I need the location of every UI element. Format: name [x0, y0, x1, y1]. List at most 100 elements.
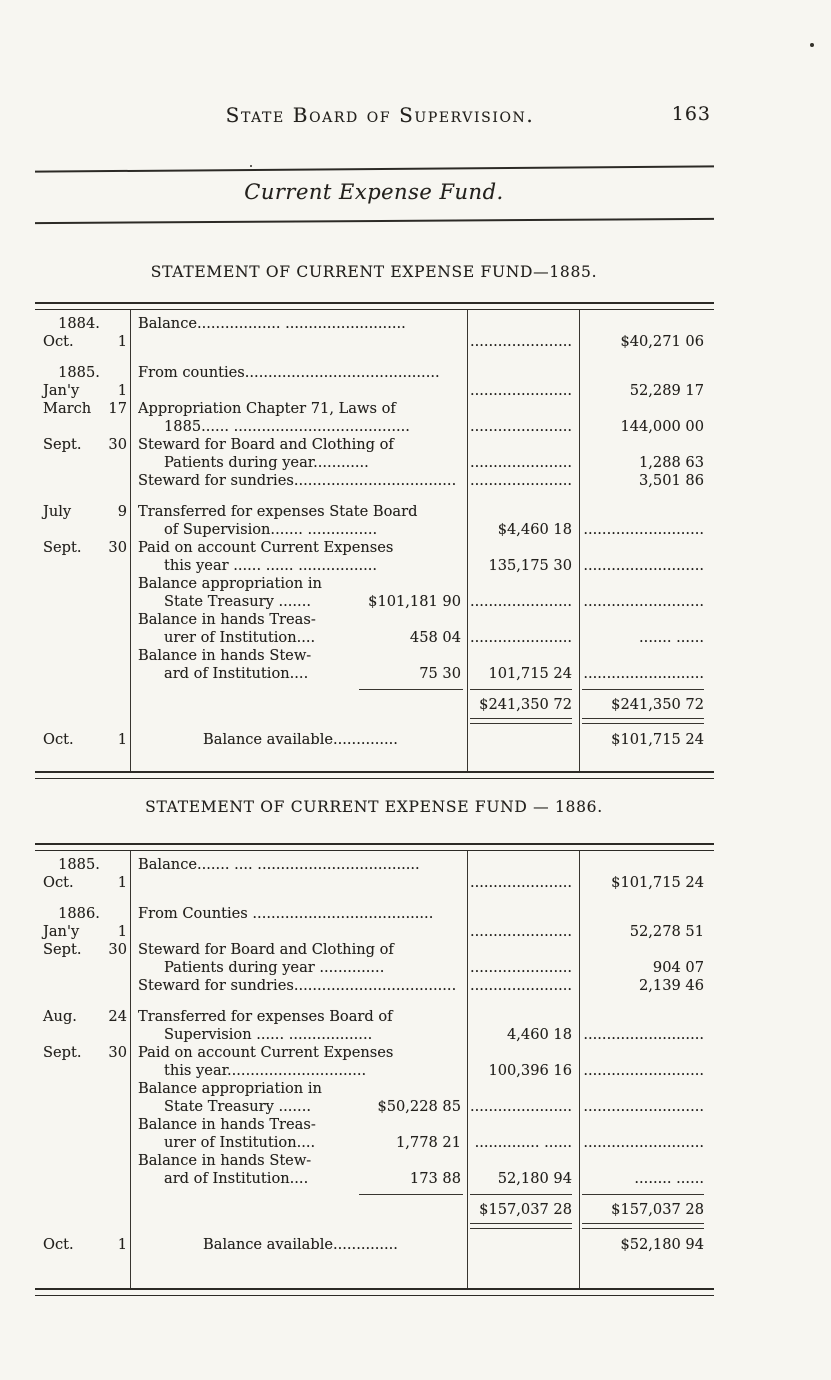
amount-col1: ...................... [468, 1080, 580, 1116]
entry-description-cont: of Supervision....... ............... [164, 521, 378, 538]
amount-col2: .......................... [583, 1134, 704, 1151]
section-title: Current Expense Fund. [244, 180, 504, 204]
amount-col1: 100,396 16 [468, 1044, 580, 1080]
entry-description-cont: urer of Institution.... [164, 1134, 316, 1151]
amount-col1: 101,715 24 [468, 647, 580, 683]
entry-description: Paid on account Current Expenses [138, 539, 394, 556]
entry-year: 1884. [58, 315, 100, 332]
entry-description-cont: 1885...... .............................… [164, 418, 410, 435]
entry-description: Steward for sundries....................… [138, 977, 457, 994]
entry-description-cont: ard of Institution.... [164, 1170, 309, 1187]
inline-amount: 173 88 [409, 1170, 461, 1187]
entry-month: Sept. [43, 539, 82, 556]
entry-month: July [43, 503, 72, 520]
inline-amount: 1,778 21 [396, 1134, 461, 1151]
entry-day: 24 [108, 1008, 127, 1025]
amount-col2: 2,139 46 [639, 977, 704, 994]
double-line-row [35, 1221, 714, 1232]
amount-col1: ...................... [468, 364, 580, 400]
entry-description: Balance.................. ..............… [138, 315, 406, 332]
sum-line [359, 1194, 463, 1195]
entry-month: Oct. [43, 874, 74, 891]
table-bottom-rule [35, 771, 714, 779]
amount-col1: ...................... [468, 941, 580, 977]
entry-month: Oct. [43, 333, 74, 350]
entry-year: 1885. [58, 364, 100, 381]
balance-available-row: Oct. 1 Balance available.............. $… [35, 727, 714, 771]
ink-speck [250, 165, 252, 167]
amount-col2: $40,271 06 [620, 333, 704, 350]
amount-col2: 144,000 00 [620, 418, 704, 435]
row-gap [35, 351, 714, 364]
amount-col1: 135,175 30 [468, 539, 580, 575]
sum-line [582, 1194, 704, 1195]
amount-col1: 52,180 94 [468, 1152, 580, 1188]
ledger-row: Sept. 30 Paid on account Current Expense… [35, 539, 714, 575]
entry-description: Balance in hands Stew- [138, 1152, 312, 1169]
amount-col1: ...................... [468, 905, 580, 941]
entry-description-cont: Patients during year............ [164, 454, 369, 471]
sum-line [359, 689, 463, 690]
inline-amount: $50,228 85 [377, 1098, 461, 1115]
amount-col2: .......................... [583, 521, 704, 538]
entry-month: Jan'y [43, 382, 80, 399]
entry-description: From counties...........................… [138, 364, 440, 381]
ledger-row: 1884. Oct. 1 Balance.................. .… [35, 310, 714, 351]
entry-day: 1 [117, 874, 127, 891]
total-col1: $241,350 72 [468, 692, 580, 716]
double-line-row [35, 716, 714, 727]
ledger-row: Balance appropriation in State Treasury … [35, 575, 714, 611]
amount-col2: .......................... [583, 1062, 704, 1079]
ledger-row: Sept. 30 Steward for Board and Clothing … [35, 941, 714, 977]
row-gap [35, 892, 714, 905]
entry-description-cont: State Treasury ....... [164, 1098, 311, 1115]
page-title: State Board of Supervision. [225, 103, 535, 127]
amount-col2: ....... ...... [639, 629, 704, 646]
double-rule [470, 718, 572, 724]
entry-month: Sept. [43, 1044, 82, 1061]
entry-description: Balance in hands Stew- [138, 647, 312, 664]
ledger-row: Balance in hands Treas- urer of Institut… [35, 611, 714, 647]
page-number: 163 [671, 103, 711, 125]
entry-description: Steward for sundries....................… [138, 472, 457, 489]
entry-month: Sept. [43, 436, 82, 453]
total-col2: $241,350 72 [611, 696, 704, 713]
amount-col2: .......................... [583, 1026, 704, 1043]
ledger-row: Aug. 24 Transferred for expenses Board o… [35, 1008, 714, 1044]
balance-available-amount: $101,715 24 [611, 731, 704, 748]
ledger-row: Balance in hands Stew- ard of Institutio… [35, 1152, 714, 1188]
entry-day: 30 [108, 539, 127, 556]
entry-description: Transferred for expenses Board of [138, 1008, 393, 1025]
ledger-row: July 9 Transferred for expenses State Bo… [35, 503, 714, 539]
entry-description: Steward for Board and Clothing of [138, 941, 394, 958]
entry-description: Balance appropriation in [138, 1080, 322, 1097]
amount-col1: ...................... [468, 575, 580, 611]
amount-col1: .............. ...... [468, 1116, 580, 1152]
ledger-row: Sept. 30 Steward for Board and Clothing … [35, 436, 714, 472]
row-gap [35, 995, 714, 1008]
amount-col2: 1,288 63 [639, 454, 704, 471]
amount-col1: 4,460 18 [468, 1008, 580, 1044]
entry-day: 9 [117, 503, 127, 520]
table-bottom-rule [35, 1288, 714, 1296]
sum-line [470, 689, 572, 690]
amount-col2: 52,278 51 [629, 923, 704, 940]
balance-available-amount: $52,180 94 [620, 1236, 704, 1253]
amount-col2: 904 07 [652, 959, 704, 976]
amount-col1: ...................... [468, 472, 580, 490]
inline-amount: 458 04 [409, 629, 461, 646]
table-top-rule [35, 843, 714, 851]
amount-col1: ...................... [468, 977, 580, 995]
amount-col1: ...................... [468, 310, 580, 351]
double-rule [470, 1223, 572, 1229]
ledger-row: Sept. 30 Paid on account Current Expense… [35, 1044, 714, 1080]
amount-col1: ...................... [468, 436, 580, 472]
inline-amount: $101,181 90 [368, 593, 461, 610]
entry-description-cont: urer of Institution.... [164, 629, 316, 646]
ledger-row: March 17 Appropriation Chapter 71, Laws … [35, 400, 714, 436]
horizontal-rule [35, 217, 714, 225]
entry-day: 30 [108, 941, 127, 958]
entry-month: Oct. [43, 1236, 74, 1253]
ledger-table-1885: 1884. Oct. 1 Balance.................. .… [35, 302, 714, 779]
